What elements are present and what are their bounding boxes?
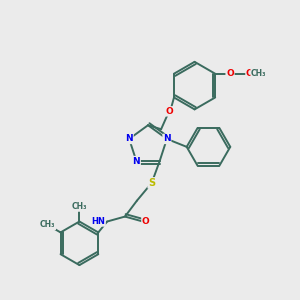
Text: CH₃: CH₃	[72, 202, 87, 211]
Text: CH₃: CH₃	[40, 220, 56, 230]
Text: O: O	[142, 217, 150, 226]
Text: O: O	[226, 69, 234, 78]
Text: CH₃: CH₃	[251, 69, 266, 78]
Text: HN: HN	[91, 217, 105, 226]
Text: N: N	[125, 134, 133, 143]
Text: N: N	[133, 157, 140, 166]
Text: N: N	[163, 134, 171, 143]
Text: O: O	[246, 69, 254, 78]
Text: O: O	[165, 107, 173, 116]
Text: S: S	[148, 178, 155, 188]
